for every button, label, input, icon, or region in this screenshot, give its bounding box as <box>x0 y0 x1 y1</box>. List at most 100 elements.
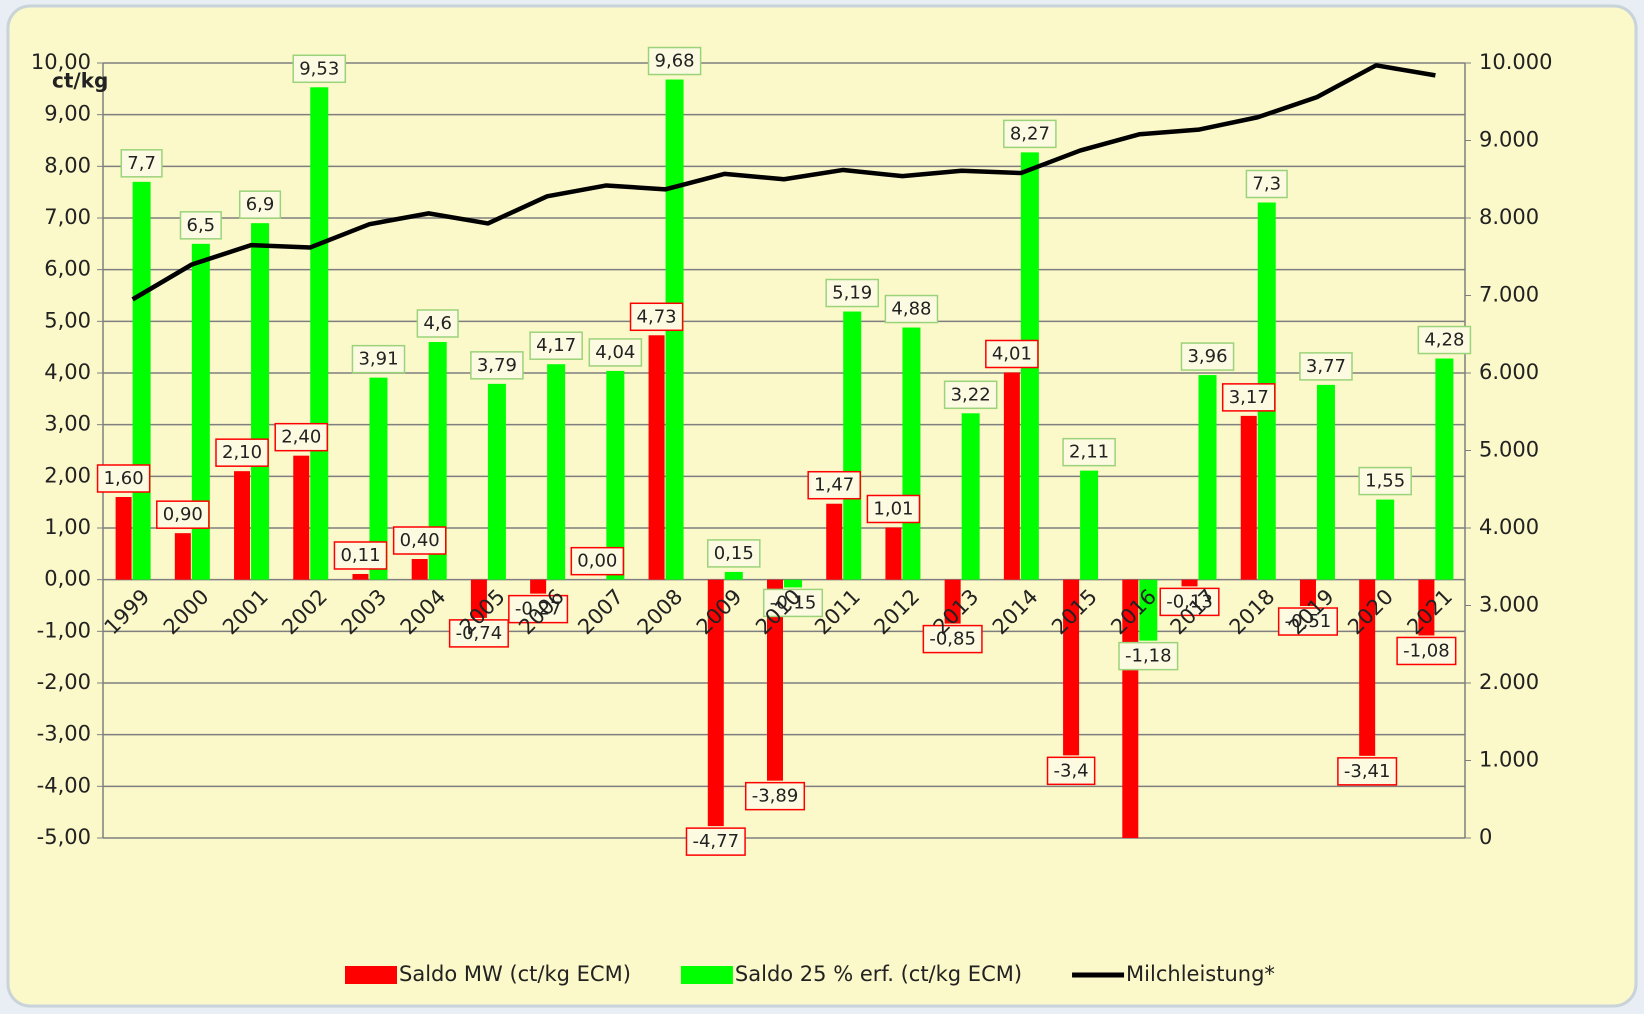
bar <box>352 573 369 580</box>
y-tick-label: 6,00 <box>44 257 91 281</box>
data-label: 4,01 <box>992 343 1032 364</box>
bar <box>1418 579 1435 636</box>
data-label: 4,6 <box>423 313 452 334</box>
data-label: 3,22 <box>951 384 991 405</box>
y-axis-label: ct/kg <box>52 69 108 93</box>
bar <box>470 579 487 618</box>
data-label: -0,27 <box>515 599 562 620</box>
data-label: 4,88 <box>891 299 931 320</box>
data-label: -0,51 <box>1285 611 1332 632</box>
data-label: 6,5 <box>187 215 216 236</box>
bar <box>115 497 132 580</box>
data-label-box <box>448 619 509 648</box>
data-label: -0,15 <box>770 592 817 613</box>
data-label-box <box>1299 352 1353 381</box>
data-label: 7,7 <box>127 153 156 174</box>
y-tick-label: 9,00 <box>44 102 91 126</box>
data-label: 4,17 <box>536 335 576 356</box>
data-label: 3,96 <box>1187 346 1227 367</box>
y-tick-label: 2,00 <box>44 463 91 487</box>
data-label: 8,27 <box>1010 123 1050 144</box>
y2-tick-label: 0 <box>1479 825 1492 849</box>
bar <box>724 571 743 580</box>
y-tick-label: 1,00 <box>44 515 91 539</box>
bar <box>1003 372 1020 580</box>
data-label: -3,41 <box>1344 761 1391 782</box>
data-label: 0,15 <box>714 543 754 564</box>
bar <box>1299 579 1316 607</box>
bar <box>293 455 310 580</box>
data-label-box <box>1062 437 1116 467</box>
data-label: 3,91 <box>358 349 398 370</box>
data-label: 3,17 <box>1229 387 1269 408</box>
y-tick-label: 8,00 <box>44 153 91 177</box>
line <box>131 63 1436 302</box>
bar <box>1080 470 1099 580</box>
data-label: 5,19 <box>832 283 872 304</box>
data-label-box <box>744 781 806 811</box>
data-label: 0,40 <box>400 530 440 551</box>
data-label-box <box>1003 119 1057 149</box>
bar <box>1063 579 1080 756</box>
data-label: 6,9 <box>246 194 275 215</box>
bar <box>1316 384 1335 580</box>
data-label-box <box>292 54 347 84</box>
data-label-box <box>416 309 459 338</box>
data-label: 7,3 <box>1252 174 1281 195</box>
data-label-box <box>588 338 643 367</box>
bar <box>310 87 329 580</box>
data-label: 1,60 <box>104 468 144 489</box>
data-label: -0,85 <box>929 629 976 650</box>
bar <box>1359 579 1376 756</box>
marks <box>115 63 1454 838</box>
data-label: 2,40 <box>281 427 321 448</box>
data-label-box <box>1358 466 1412 496</box>
bar <box>902 327 921 580</box>
y-tick-label: -2,00 <box>37 670 91 694</box>
y2-tick-label: 1.000 <box>1479 748 1539 772</box>
data-label-box <box>274 422 329 452</box>
y2-tick-label: 10.000 <box>1479 50 1552 74</box>
y-tick-label: 4,00 <box>44 360 91 384</box>
data-label: -3,4 <box>1054 760 1089 781</box>
bar <box>547 364 566 580</box>
data-label-box <box>570 546 625 576</box>
bar <box>234 471 251 580</box>
data-label-box <box>1159 587 1220 617</box>
data-label-box <box>238 190 282 219</box>
legend-swatch <box>345 966 397 984</box>
data-label-box <box>333 541 388 570</box>
bar <box>487 383 506 580</box>
legend: Saldo MW (ct/kg ECM) Saldo 25 % erf. (ct/… <box>345 962 1275 986</box>
data-label-box <box>884 294 939 324</box>
data-label-box <box>685 827 746 856</box>
y2-tick-label: 5.000 <box>1479 438 1539 462</box>
y2-tick-label: 4.000 <box>1479 515 1539 539</box>
data-label: -1,18 <box>1125 646 1172 667</box>
data-label-box <box>508 594 569 624</box>
data-label-box <box>1417 325 1472 355</box>
data-label-box <box>96 464 151 493</box>
data-label: 1,47 <box>814 475 854 496</box>
y2-tick-label: 7.000 <box>1479 283 1539 307</box>
bar <box>784 579 802 588</box>
data-label: 2,10 <box>222 442 262 463</box>
bar <box>843 311 862 580</box>
data-label: 9,53 <box>299 58 339 79</box>
bar <box>1181 579 1198 587</box>
y-tick-label: 0,00 <box>44 567 91 591</box>
data-label-box <box>985 339 1039 369</box>
y2-tick-label: 2.000 <box>1479 670 1539 694</box>
bar <box>428 342 447 580</box>
data-label-box <box>156 500 210 529</box>
data-label-box <box>943 380 998 410</box>
data-label-box <box>215 438 269 467</box>
data-label-box <box>1337 757 1398 786</box>
y-tick-label: -3,00 <box>37 722 91 746</box>
data-label-box <box>762 588 824 618</box>
bar <box>1198 375 1217 580</box>
data-label: 2,11 <box>1069 442 1109 463</box>
data-label: 3,79 <box>477 355 517 376</box>
data-label-box <box>351 344 406 374</box>
data-label: 3,77 <box>1306 356 1346 377</box>
